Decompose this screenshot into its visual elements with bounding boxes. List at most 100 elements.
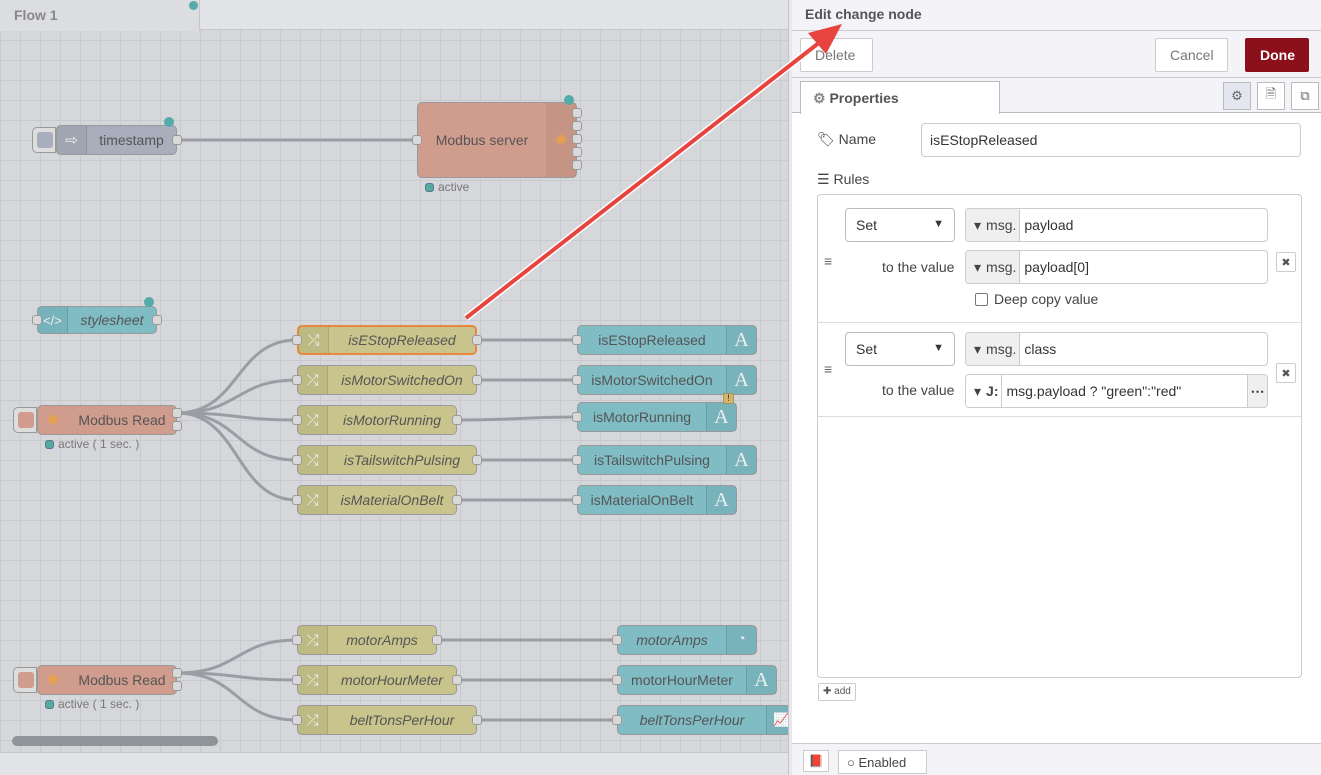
inject-button[interactable]	[13, 407, 37, 433]
remove-rule-button[interactable]: ✖	[1276, 363, 1296, 383]
input-port[interactable]	[32, 315, 42, 325]
appearance-icon[interactable]: ⧉	[1291, 82, 1319, 110]
flow-canvas[interactable]: ⇨ timestamp Modbus server ✺ active </> s…	[0, 0, 790, 775]
port[interactable]	[292, 335, 302, 345]
port[interactable]	[292, 415, 302, 425]
tab-properties[interactable]: ⚙ Properties	[800, 81, 1000, 114]
panel-splitter[interactable]	[788, 0, 792, 775]
port[interactable]	[572, 455, 582, 465]
node-ui-text[interactable]: motorHourMeter A	[617, 665, 777, 695]
output-port[interactable]	[172, 421, 182, 431]
node-ui-text[interactable]: isMotorRunning A	[577, 402, 737, 432]
rule-target-input[interactable]: ▾ msg. payload	[965, 208, 1268, 242]
add-rule-button[interactable]: ✚ add	[818, 683, 856, 701]
type-select[interactable]: ▾ msg.	[966, 333, 1021, 365]
output-port[interactable]	[572, 121, 582, 131]
remove-rule-button[interactable]: ✖	[1276, 252, 1296, 272]
horizontal-scrollbar[interactable]	[12, 736, 218, 746]
port[interactable]	[292, 715, 302, 725]
gauge-icon: ◔	[726, 626, 756, 654]
node-change[interactable]: ⤮ isMotorSwitchedOn	[297, 365, 477, 395]
output-port[interactable]	[572, 160, 582, 170]
port[interactable]	[292, 495, 302, 505]
modbus-icon: ✺	[46, 672, 60, 689]
rule-action-select[interactable]: Set ▼	[845, 332, 955, 366]
port[interactable]	[292, 455, 302, 465]
port[interactable]	[612, 675, 622, 685]
node-ui-gauge[interactable]: motorAmps ◔	[617, 625, 757, 655]
type-select[interactable]: ▾ msg.	[966, 251, 1021, 283]
deep-copy-option: Deep copy value	[975, 291, 1098, 307]
node-change-selected[interactable]: ⤮ isEStopReleased	[297, 325, 477, 355]
port[interactable]	[472, 375, 482, 385]
text-a-icon: A	[746, 666, 776, 694]
node-change[interactable]: ⤮ isMotorRunning	[297, 405, 457, 435]
rule-value-input[interactable]: ▾ msg. payload[0]	[965, 250, 1268, 284]
book-icon[interactable]: 📕	[803, 750, 829, 772]
tray-toolbar: Delete Cancel Done	[792, 31, 1321, 78]
enabled-toggle[interactable]: ○ Enabled	[838, 750, 927, 774]
node-change[interactable]: ⤮ beltTonsPerHour	[297, 705, 477, 735]
output-port[interactable]	[572, 108, 582, 118]
node-ui-text[interactable]: isTailswitchPulsing A	[577, 445, 757, 475]
type-select[interactable]: ▾ J:	[966, 375, 1003, 407]
port[interactable]	[472, 335, 482, 345]
rule-target-input[interactable]: ▾ msg. class	[965, 332, 1268, 366]
node-stylesheet[interactable]: </> stylesheet	[37, 306, 157, 334]
port[interactable]	[572, 375, 582, 385]
description-icon[interactable]: 🗎	[1257, 82, 1285, 110]
drag-handle-icon[interactable]: ≡	[824, 361, 833, 377]
output-port[interactable]	[572, 147, 582, 157]
node-ui-text[interactable]: isMaterialOnBelt A	[577, 485, 737, 515]
node-change[interactable]: ⤮ motorAmps	[297, 625, 437, 655]
output-port[interactable]	[172, 668, 182, 678]
port[interactable]	[292, 375, 302, 385]
name-input[interactable]: isEStopReleased	[921, 123, 1301, 157]
node-change[interactable]: ⤮ isTailswitchPulsing	[297, 445, 477, 475]
port[interactable]	[612, 715, 622, 725]
cancel-button[interactable]: Cancel	[1155, 38, 1228, 72]
type-select[interactable]: ▾ msg.	[966, 209, 1021, 241]
tab-flow-1[interactable]: Flow 1	[0, 0, 200, 31]
deep-copy-checkbox[interactable]	[975, 292, 988, 306]
port[interactable]	[292, 635, 302, 645]
port[interactable]	[612, 635, 622, 645]
done-button[interactable]: Done	[1245, 38, 1309, 72]
changed-dot	[564, 95, 574, 105]
output-port[interactable]	[572, 134, 582, 144]
node-modbus-read[interactable]: ✺ Modbus Read	[37, 405, 177, 435]
node-timestamp[interactable]: ⇨ timestamp	[56, 125, 177, 155]
port[interactable]	[432, 635, 442, 645]
input-port[interactable]	[412, 135, 422, 145]
inject-button[interactable]	[32, 127, 56, 153]
port[interactable]	[472, 455, 482, 465]
node-ui-text[interactable]: isMotorSwitchedOn A	[577, 365, 757, 395]
node-modbus-server[interactable]: Modbus server ✺	[417, 102, 577, 178]
port[interactable]	[452, 415, 462, 425]
to-value-label: to the value	[882, 259, 955, 275]
port[interactable]	[452, 675, 462, 685]
gear-icon[interactable]: ⚙	[1223, 82, 1251, 110]
delete-button[interactable]: Delete	[800, 38, 873, 72]
expand-editor-button[interactable]: ⋯	[1247, 375, 1267, 407]
inject-button[interactable]	[13, 667, 37, 693]
node-change[interactable]: ⤮ motorHourMeter	[297, 665, 457, 695]
node-change[interactable]: ⤮ isMaterialOnBelt	[297, 485, 457, 515]
drag-handle-icon[interactable]: ≡	[824, 253, 833, 269]
port[interactable]	[292, 675, 302, 685]
node-modbus-read[interactable]: ✺ Modbus Read	[37, 665, 177, 695]
port[interactable]	[572, 335, 582, 345]
node-ui-text[interactable]: isEStopReleased A	[577, 325, 757, 355]
output-port[interactable]	[172, 408, 182, 418]
port[interactable]	[572, 495, 582, 505]
port[interactable]	[472, 715, 482, 725]
output-port[interactable]	[152, 315, 162, 325]
rule-action-select[interactable]: Set ▼	[845, 208, 955, 242]
text-a-icon: A	[726, 446, 756, 474]
output-port[interactable]	[172, 135, 182, 145]
output-port[interactable]	[172, 681, 182, 691]
node-ui-chart[interactable]: beltTonsPerHour 📈	[617, 705, 790, 735]
port[interactable]	[572, 412, 582, 422]
rule-value-input[interactable]: ▾ J: msg.payload ? "green":"red" ⋯	[965, 374, 1268, 408]
port[interactable]	[452, 495, 462, 505]
